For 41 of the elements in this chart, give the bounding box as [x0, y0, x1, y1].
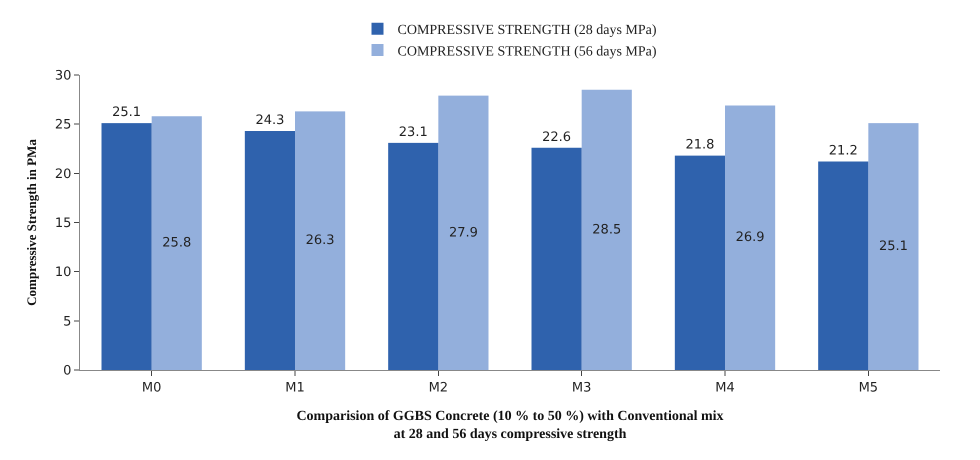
bar — [438, 96, 488, 370]
data-label: 24.3 — [255, 113, 284, 128]
data-label: 25.8 — [162, 236, 192, 251]
x-tick-label: M3 — [572, 380, 592, 396]
data-label: 28.5 — [592, 222, 622, 238]
y-tick-label: 5 — [63, 314, 72, 330]
x-axis-title: Comparision of GGBS Concrete (10 % to 50 %) with Conventional mix at 28 and 56 days compressive strength — [296, 408, 724, 442]
bar — [295, 111, 346, 370]
y-tick-label: 25 — [54, 118, 72, 133]
data-label: 27.9 — [448, 225, 478, 240]
y-axis-title: Compressive Strength in PMa — [24, 138, 39, 306]
x-tick-label: M2 — [428, 380, 448, 396]
bar — [868, 123, 918, 370]
legend-label: COMPRESSIVE STRENGTH (56 days MPa) — [398, 44, 657, 60]
data-label: 25.1 — [112, 105, 142, 120]
bar — [532, 148, 582, 370]
data-label: 25.1 — [878, 239, 908, 254]
bar — [152, 116, 202, 370]
legend-label: COMPRESSIVE STRENGTH (28 days MPa) — [398, 23, 657, 38]
bar — [244, 131, 295, 370]
data-label: 21.8 — [685, 138, 714, 153]
bar — [582, 90, 632, 370]
data-label: 22.6 — [542, 130, 572, 145]
data-label: 23.1 — [398, 124, 428, 140]
bar — [725, 105, 776, 370]
y-tick-label: 0 — [63, 364, 72, 379]
x-tick-label: M1 — [285, 380, 305, 396]
bar — [388, 142, 438, 370]
bar — [818, 162, 868, 370]
y-tick-label: 10 — [54, 265, 72, 280]
data-label: 26.9 — [736, 230, 765, 246]
x-tick-label: M4 — [715, 380, 735, 396]
bar — [102, 123, 152, 370]
data-label: 21.2 — [828, 144, 858, 159]
x-tick-label: M0 — [142, 380, 162, 396]
x-tick-label: M5 — [858, 380, 878, 396]
data-label: 26.3 — [306, 233, 335, 248]
y-tick-label: 15 — [54, 216, 72, 232]
bar — [674, 156, 725, 370]
y-tick-label: 30 — [54, 68, 72, 84]
y-tick-label: 20 — [54, 166, 72, 182]
